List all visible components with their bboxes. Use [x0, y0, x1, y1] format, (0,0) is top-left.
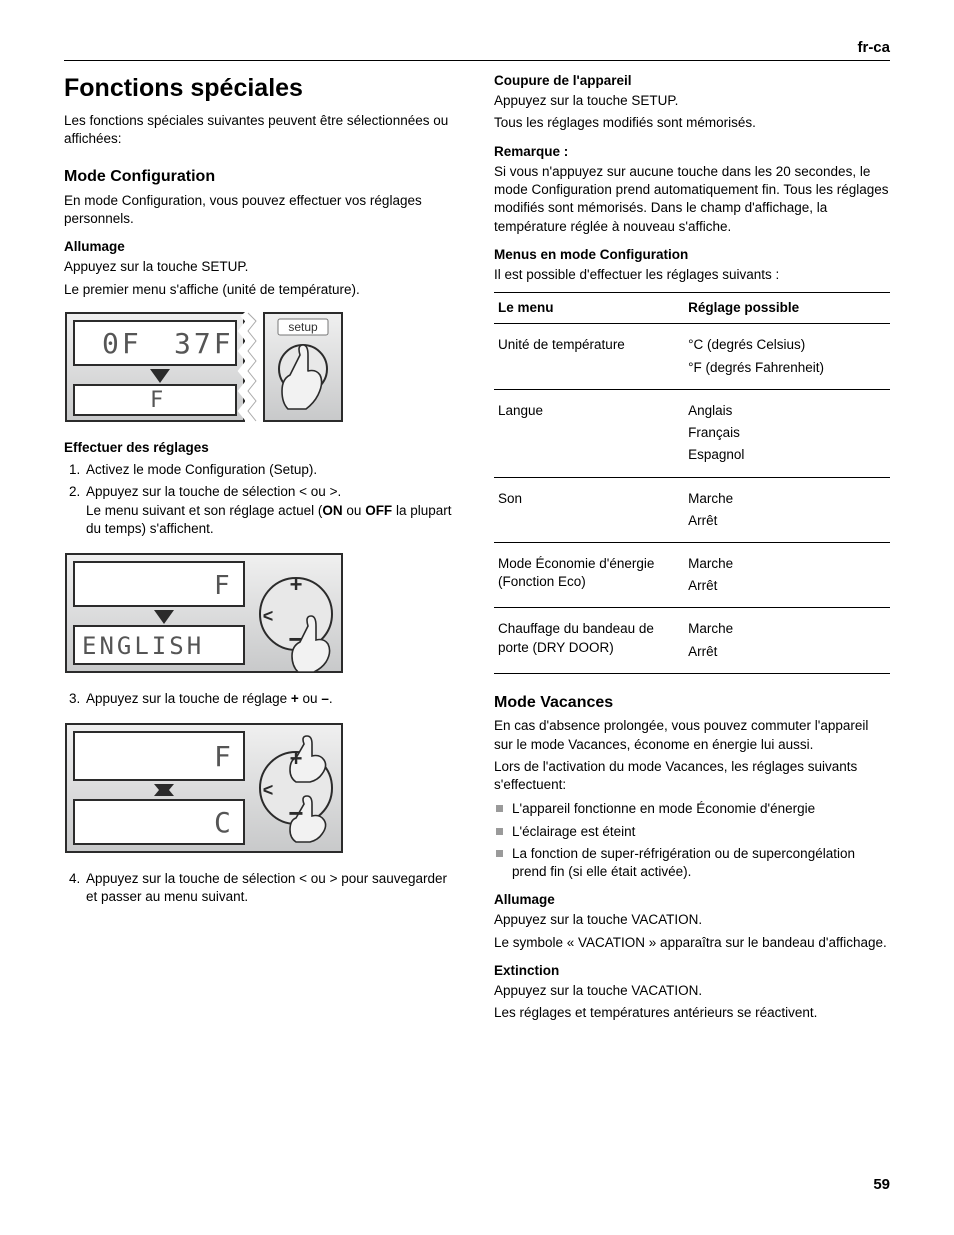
td-menu: Unité de température [494, 324, 684, 389]
option-value: Arrêt [688, 643, 886, 661]
allumage-line1: Appuyez sur la touche SETUP. [64, 258, 460, 276]
table-row: SonMarche Arrêt [494, 477, 890, 542]
table-row: LangueAnglais Français Espagnol [494, 389, 890, 477]
svg-text:+: + [290, 572, 303, 597]
td-options: Marche Arrêt [684, 477, 890, 542]
option-value: Français [688, 424, 886, 442]
heading-vacances: Mode Vacances [494, 692, 890, 714]
fig2-bottom: ENGLISH [82, 632, 204, 660]
table-row: Chauffage du bandeau de porte (DRY DOOR)… [494, 608, 890, 673]
intro-text: Les fonctions spéciales suivantes peuven… [64, 112, 460, 148]
th-menu: Le menu [494, 293, 684, 324]
vac-bullets: L'appareil fonctionne en mode Économie d… [494, 800, 890, 881]
heading-remarque: Remarque : [494, 143, 890, 161]
list-item: La fonction de super-réfrigération ou de… [494, 845, 890, 881]
th-setting: Réglage possible [684, 293, 890, 324]
svg-text:<: < [263, 780, 274, 800]
fig3-bottom: C [214, 806, 231, 839]
settings-tbody: Unité de température°C (degrés Celsius)°… [494, 324, 890, 673]
td-menu: Chauffage du bandeau de porte (DRY DOOR) [494, 608, 684, 673]
page-title: Fonctions spéciales [64, 72, 460, 106]
fig1-top-left: 0F [102, 327, 142, 360]
step-2: Appuyez sur la touche de sélection < ou … [84, 483, 460, 538]
page-number: 59 [873, 1175, 890, 1195]
list-item: L'éclairage est éteint [494, 823, 890, 841]
coupure-line2: Tous les réglages modifiés sont mémorisé… [494, 114, 890, 132]
left-column: Fonctions spéciales Les fonctions spécia… [64, 72, 460, 1026]
td-options: Marche Arrêt [684, 542, 890, 607]
option-value: Espagnol [688, 446, 886, 464]
allumage-line2: Le premier menu s'affiche (unité de temp… [64, 281, 460, 299]
vac-allumage-2: Le symbole « VACATION » apparaîtra sur l… [494, 934, 890, 952]
option-value: Anglais [688, 402, 886, 420]
option-value: Arrêt [688, 512, 886, 530]
step-1: Activez le mode Configuration (Setup). [84, 461, 460, 479]
heading-allumage: Allumage [64, 238, 460, 256]
option-value: Marche [688, 555, 886, 573]
step-4: Appuyez sur la touche de sélection < ou … [84, 870, 460, 906]
step-3: Appuyez sur la touche de réglage + ou –. [84, 690, 460, 708]
heading-vac-allumage: Allumage [494, 891, 890, 909]
fig1-top-right: 37F [174, 327, 234, 360]
menus-intro: Il est possible d'effectuer les réglages… [494, 266, 890, 284]
td-options: Anglais Français Espagnol [684, 389, 890, 477]
vac-ext-2: Les réglages et températures antérieurs … [494, 1004, 890, 1022]
option-value: Marche [688, 620, 886, 638]
content-columns: Fonctions spéciales Les fonctions spécia… [64, 38, 890, 1026]
vac-allumage-1: Appuyez sur la touche VACATION. [494, 911, 890, 929]
td-menu: Son [494, 477, 684, 542]
steps-list-cont2: Appuyez sur la touche de sélection < ou … [64, 870, 460, 906]
config-intro: En mode Configuration, vous pouvez effec… [64, 192, 460, 228]
svg-text:−: − [288, 798, 303, 828]
fig1-bottom: F [150, 388, 163, 413]
right-column: Coupure de l'appareil Appuyez sur la tou… [494, 72, 890, 1026]
settings-table: Le menu Réglage possible Unité de tempér… [494, 292, 890, 674]
td-options: Marche Arrêt [684, 608, 890, 673]
remarque-body: Si vous n'appuyez sur aucune touche dans… [494, 163, 890, 236]
top-rule [64, 60, 890, 61]
heading-coupure: Coupure de l'appareil [494, 72, 890, 90]
option-value: °C (degrés Celsius) [688, 336, 886, 354]
heading-effectuer: Effectuer des réglages [64, 439, 460, 457]
svg-text:+: + [290, 746, 303, 771]
vac-p2: Lors de l'activation du mode Vacances, l… [494, 758, 890, 794]
figure-fc: F C < + − [64, 718, 460, 858]
option-value: °F (degrés Fahrenheit) [688, 359, 886, 377]
td-menu: Langue [494, 389, 684, 477]
td-options: °C (degrés Celsius) °F (degrés Fahrenheit… [684, 324, 890, 389]
table-row: Mode Économie d'énergie (Fonction Eco)Ma… [494, 542, 890, 607]
steps-list-cont: Appuyez sur la touche de réglage + ou –. [64, 690, 460, 708]
heading-mode-config: Mode Configuration [64, 166, 460, 188]
fig1-setup-label: setup [288, 320, 318, 334]
steps-list: Activez le mode Configuration (Setup). A… [64, 461, 460, 538]
vac-p1: En cas d'absence prolongée, vous pouvez … [494, 717, 890, 753]
table-row: Unité de température°C (degrés Celsius)°… [494, 324, 890, 389]
list-item: L'appareil fonctionne en mode Économie d… [494, 800, 890, 818]
figure-setup: 0F 37F F setup [64, 307, 460, 427]
vac-ext-1: Appuyez sur la touche VACATION. [494, 982, 890, 1000]
fig3-top: F [214, 740, 231, 773]
heading-menus: Menus en mode Configuration [494, 246, 890, 264]
coupure-line1: Appuyez sur la touche SETUP. [494, 92, 890, 110]
figure-english: F ENGLISH + − < [64, 548, 460, 678]
td-menu: Mode Économie d'énergie (Fonction Eco) [494, 542, 684, 607]
heading-vac-extinction: Extinction [494, 962, 890, 980]
option-value: Arrêt [688, 577, 886, 595]
svg-text:<: < [263, 606, 274, 626]
option-value: Marche [688, 490, 886, 508]
fig2-top: F [214, 571, 230, 601]
